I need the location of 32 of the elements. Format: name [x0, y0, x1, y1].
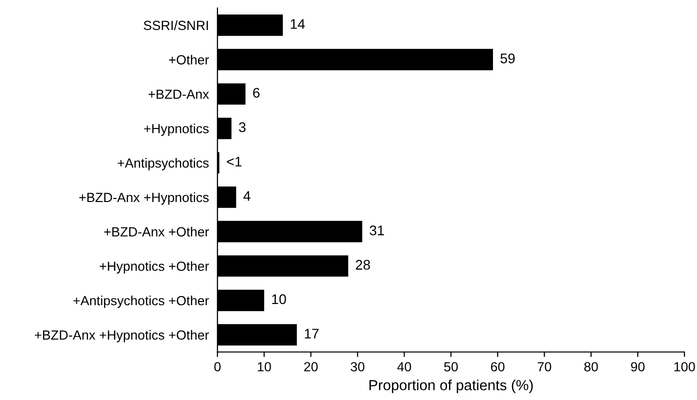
x-tick-label: 10: [258, 362, 271, 372]
data-label: 3: [238, 122, 246, 132]
x-tick-label: 60: [490, 362, 504, 372]
y-tick-label: +Antipsychotics +Other: [73, 296, 209, 308]
data-label: 14: [290, 19, 305, 29]
y-tick-label: +BZD-Anx +Hypnotics: [79, 192, 209, 205]
y-tick-label: +Antipsychotics: [118, 158, 209, 170]
y-tick-label: +BZD-Anx +Other: [104, 226, 209, 237]
data-label: <1: [226, 156, 242, 166]
data-label: 31: [370, 225, 384, 236]
data-label: 10: [272, 294, 286, 304]
x-tick-label: 40: [397, 362, 412, 372]
y-tick-label: +BZD-Anx +Hypnotics +Other: [34, 330, 209, 342]
x-tick-label: 70: [538, 362, 552, 372]
y-tick-label: +BZD-Anx: [148, 90, 209, 99]
y-tick-label: SSRI/SNRI: [144, 20, 208, 30]
y-tick-label: +Hypnotics +Other: [100, 261, 209, 274]
x-tick-label: 20: [304, 362, 318, 372]
data-label: 59: [500, 53, 515, 64]
y-tick-label: +Other: [169, 54, 209, 65]
x-axis-title: Proportion of patients (%): [369, 380, 533, 394]
data-label: 28: [356, 260, 370, 270]
y-tick-label: +Hypnotics: [144, 124, 209, 136]
data-label: 17: [304, 328, 319, 338]
x-tick-label: 90: [631, 362, 645, 372]
x-tick-label: 30: [350, 362, 364, 372]
data-label: 6: [253, 88, 260, 98]
x-tick-label: 50: [444, 362, 458, 372]
x-tick-label: 100: [674, 362, 695, 372]
x-tick-label: 0: [214, 362, 221, 372]
x-tick-label: 80: [584, 362, 598, 372]
data-label: 4: [243, 191, 250, 201]
